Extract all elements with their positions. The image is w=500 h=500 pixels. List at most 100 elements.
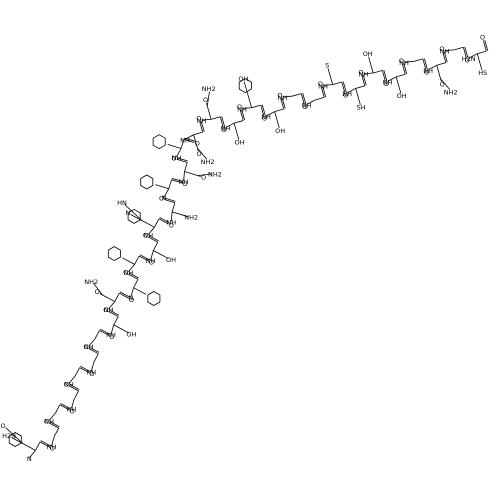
atom-label: NH2 bbox=[184, 214, 198, 222]
bond bbox=[368, 56, 370, 60]
atom-label: NH bbox=[67, 406, 77, 414]
bond bbox=[73, 390, 79, 400]
double-bond bbox=[164, 199, 176, 204]
double-bond bbox=[108, 309, 120, 316]
atom-label: NH bbox=[423, 67, 433, 75]
atom-label: NH bbox=[399, 59, 409, 67]
bond bbox=[141, 220, 155, 228]
ring bbox=[238, 78, 252, 94]
bond bbox=[113, 324, 127, 332]
bond bbox=[315, 97, 325, 101]
bond bbox=[154, 218, 160, 228]
bond bbox=[5, 427, 24, 445]
atom-label: O bbox=[89, 370, 94, 378]
double-bond bbox=[199, 121, 204, 133]
bond bbox=[399, 90, 402, 94]
atom-label: NH bbox=[278, 94, 288, 102]
bond bbox=[153, 241, 159, 251]
atom-label: O bbox=[171, 154, 176, 162]
double-bond bbox=[300, 93, 305, 105]
atom-label: OH bbox=[238, 75, 248, 83]
double-bond bbox=[59, 404, 70, 411]
double-bond bbox=[148, 235, 159, 242]
bond bbox=[206, 91, 210, 106]
atom-label: OH bbox=[166, 256, 176, 264]
double-bond bbox=[79, 367, 90, 374]
double-bond bbox=[60, 403, 71, 409]
double-bond bbox=[89, 346, 100, 353]
bond bbox=[113, 316, 119, 326]
double-bond bbox=[464, 46, 469, 58]
bond bbox=[130, 287, 134, 298]
atom-label: O bbox=[143, 232, 148, 240]
atom-label: OH bbox=[363, 50, 373, 58]
atom-label: O bbox=[440, 81, 445, 89]
bond bbox=[373, 70, 383, 74]
atom-label: NH2 bbox=[84, 278, 98, 286]
ring bbox=[152, 134, 166, 150]
bond bbox=[88, 338, 96, 347]
atom-label: O bbox=[109, 333, 114, 341]
atom-label: O bbox=[237, 103, 242, 111]
double-bond bbox=[171, 177, 183, 182]
atom-label: SH bbox=[357, 104, 366, 112]
bond bbox=[206, 105, 212, 120]
bond bbox=[477, 50, 487, 55]
bond bbox=[48, 412, 56, 421]
atom-label: OH bbox=[275, 127, 285, 135]
bond bbox=[130, 214, 143, 221]
double-bond bbox=[49, 421, 60, 428]
bond bbox=[55, 404, 61, 414]
bond bbox=[197, 173, 213, 177]
double-bond bbox=[80, 365, 91, 372]
atom-label: NH bbox=[359, 71, 369, 79]
bond bbox=[346, 88, 356, 94]
double-bond bbox=[341, 81, 346, 93]
atom-label: O bbox=[203, 96, 208, 104]
bond bbox=[124, 204, 143, 221]
bond bbox=[108, 301, 116, 310]
bond bbox=[234, 120, 244, 124]
atom-label: NH bbox=[237, 105, 247, 113]
atom-label: NH2 bbox=[208, 171, 222, 179]
atom-label: NH bbox=[47, 443, 57, 451]
atom-label: NH bbox=[86, 368, 96, 376]
atom-label: N bbox=[162, 194, 167, 202]
bond bbox=[265, 111, 275, 117]
double-bond bbox=[221, 116, 226, 128]
ring bbox=[147, 291, 161, 306]
bond bbox=[444, 49, 455, 51]
bond bbox=[163, 188, 170, 198]
double-bond bbox=[68, 385, 79, 392]
atom-label: NH bbox=[221, 125, 231, 133]
atom-label: O bbox=[318, 80, 323, 88]
bond bbox=[241, 107, 252, 109]
atom-label: N bbox=[27, 455, 32, 463]
atom-label: O bbox=[95, 288, 100, 296]
atom-label: NH bbox=[180, 136, 190, 144]
atom-label: O bbox=[384, 80, 389, 88]
bond bbox=[170, 211, 173, 222]
atom-label: NH2 bbox=[201, 158, 215, 166]
atom-label: O bbox=[343, 91, 348, 99]
bond bbox=[22, 443, 36, 451]
ring bbox=[127, 208, 141, 224]
double-bond bbox=[241, 109, 246, 121]
atom-label: N bbox=[126, 209, 131, 217]
bond bbox=[51, 436, 55, 446]
double-bond bbox=[48, 422, 59, 429]
atom-label: HS bbox=[478, 69, 487, 77]
double-bond bbox=[158, 218, 169, 225]
double-bond bbox=[320, 86, 325, 98]
bond bbox=[153, 250, 166, 258]
double-bond bbox=[482, 40, 487, 52]
double-bond bbox=[138, 255, 149, 262]
bond bbox=[243, 81, 249, 95]
atom-label: NH bbox=[44, 418, 54, 426]
double-bond bbox=[200, 121, 205, 132]
atom-label: HN bbox=[117, 199, 127, 207]
bond bbox=[150, 250, 154, 260]
double-bond bbox=[176, 158, 188, 163]
bond bbox=[29, 450, 36, 459]
ring bbox=[107, 246, 121, 262]
